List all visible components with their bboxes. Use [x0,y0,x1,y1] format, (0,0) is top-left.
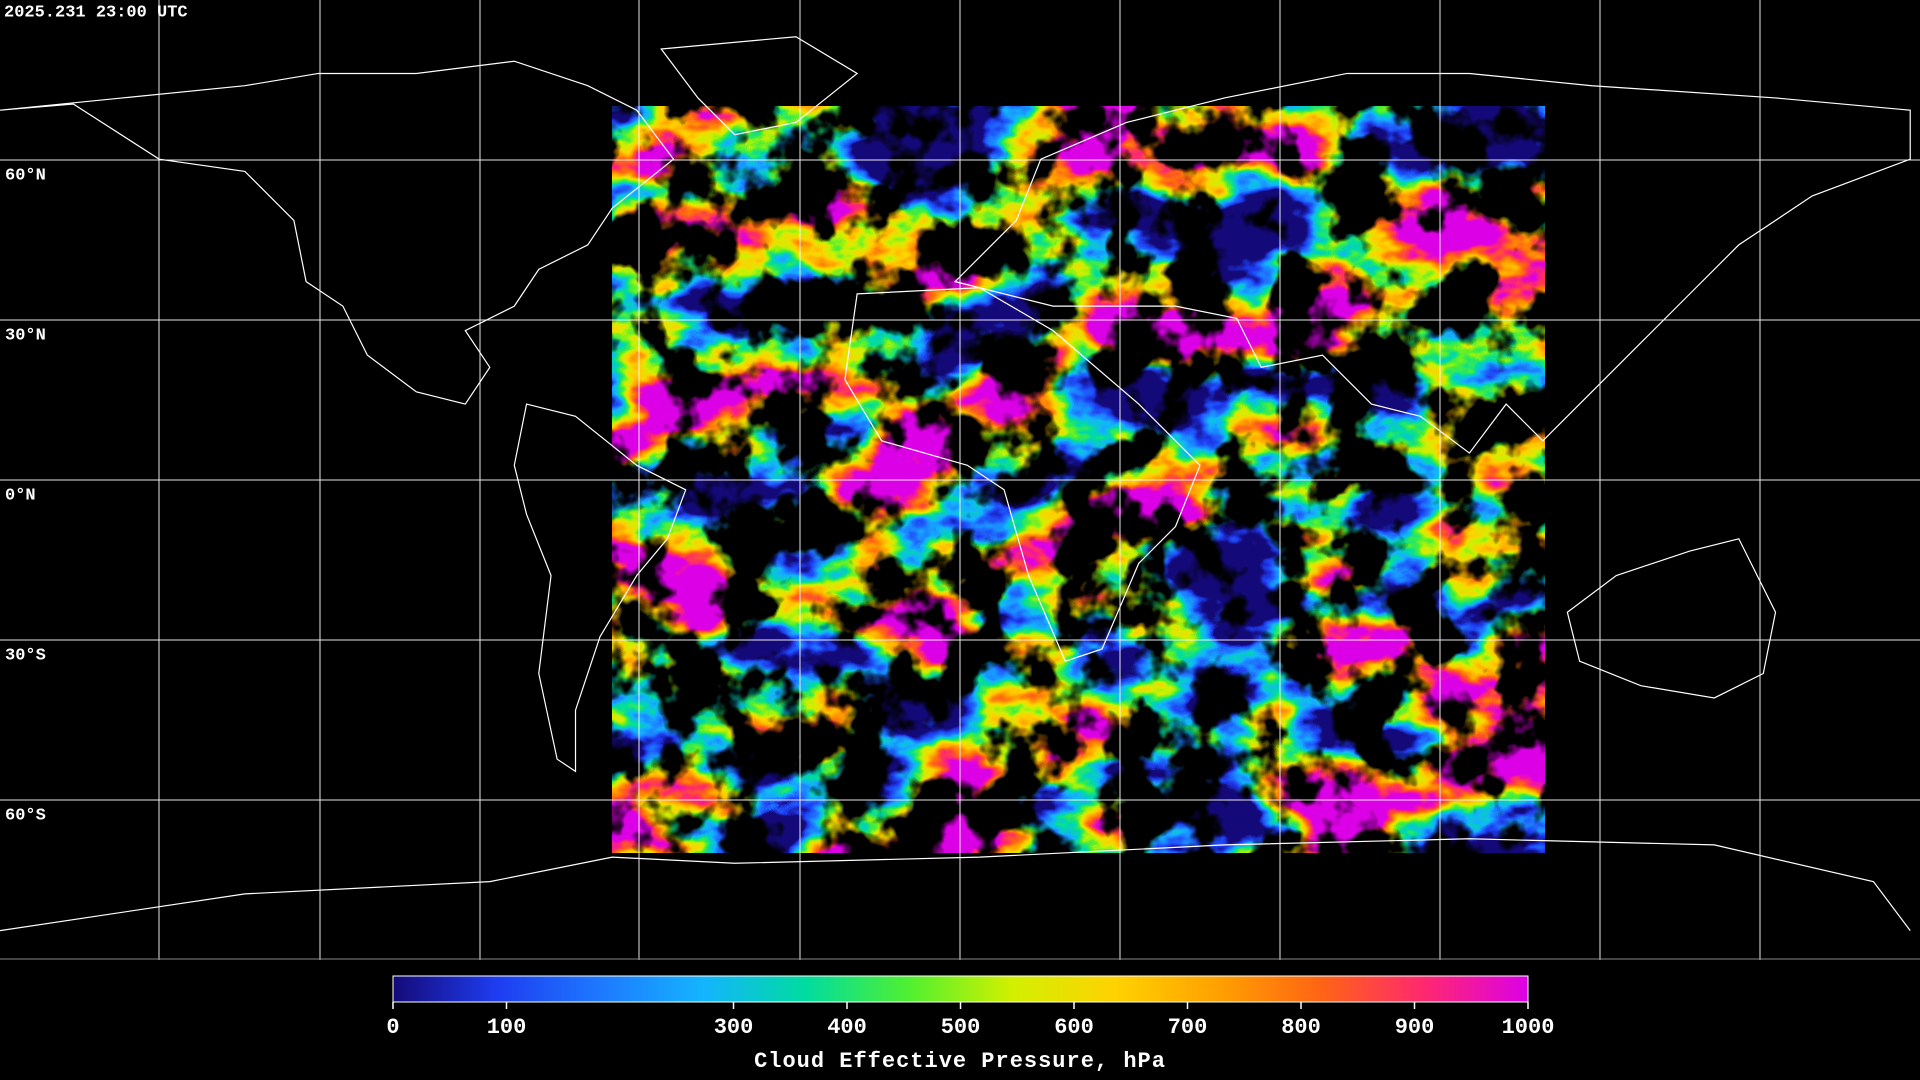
colorbar-tick-label: 0 [386,1015,399,1040]
coastline [845,288,1200,661]
latitude-label: 30°N [5,326,46,345]
colorbar-tick-label: 900 [1395,1015,1435,1040]
colorbar-title: Cloud Effective Pressure, hPa [754,1049,1166,1074]
coastline [514,404,685,771]
coastline [0,839,1910,931]
colorbar-tick-label: 1000 [1502,1015,1555,1040]
colorbar-tick-label: 700 [1168,1015,1208,1040]
coastline [0,61,673,404]
colorbar-tick-label: 400 [827,1015,867,1040]
latitude-label: 30°S [5,646,46,665]
latitude-label: 0°N [5,486,36,505]
colorbar-tick-label: 500 [941,1015,981,1040]
colorbar-tick-label: 300 [714,1015,754,1040]
latitude-label: 60°N [5,166,46,185]
coastlines [0,37,1910,931]
colorbar-tick-label: 800 [1281,1015,1321,1040]
colorbar [392,975,1529,1003]
coastline [955,73,1910,453]
coastline [1567,539,1775,698]
colorbar-tick-label: 600 [1054,1015,1094,1040]
timestamp: 2025.231 23:00 UTC [4,3,188,22]
latitude-label: 60°S [5,806,46,825]
coastline [661,37,857,135]
colorbar-tick-label: 100 [487,1015,527,1040]
